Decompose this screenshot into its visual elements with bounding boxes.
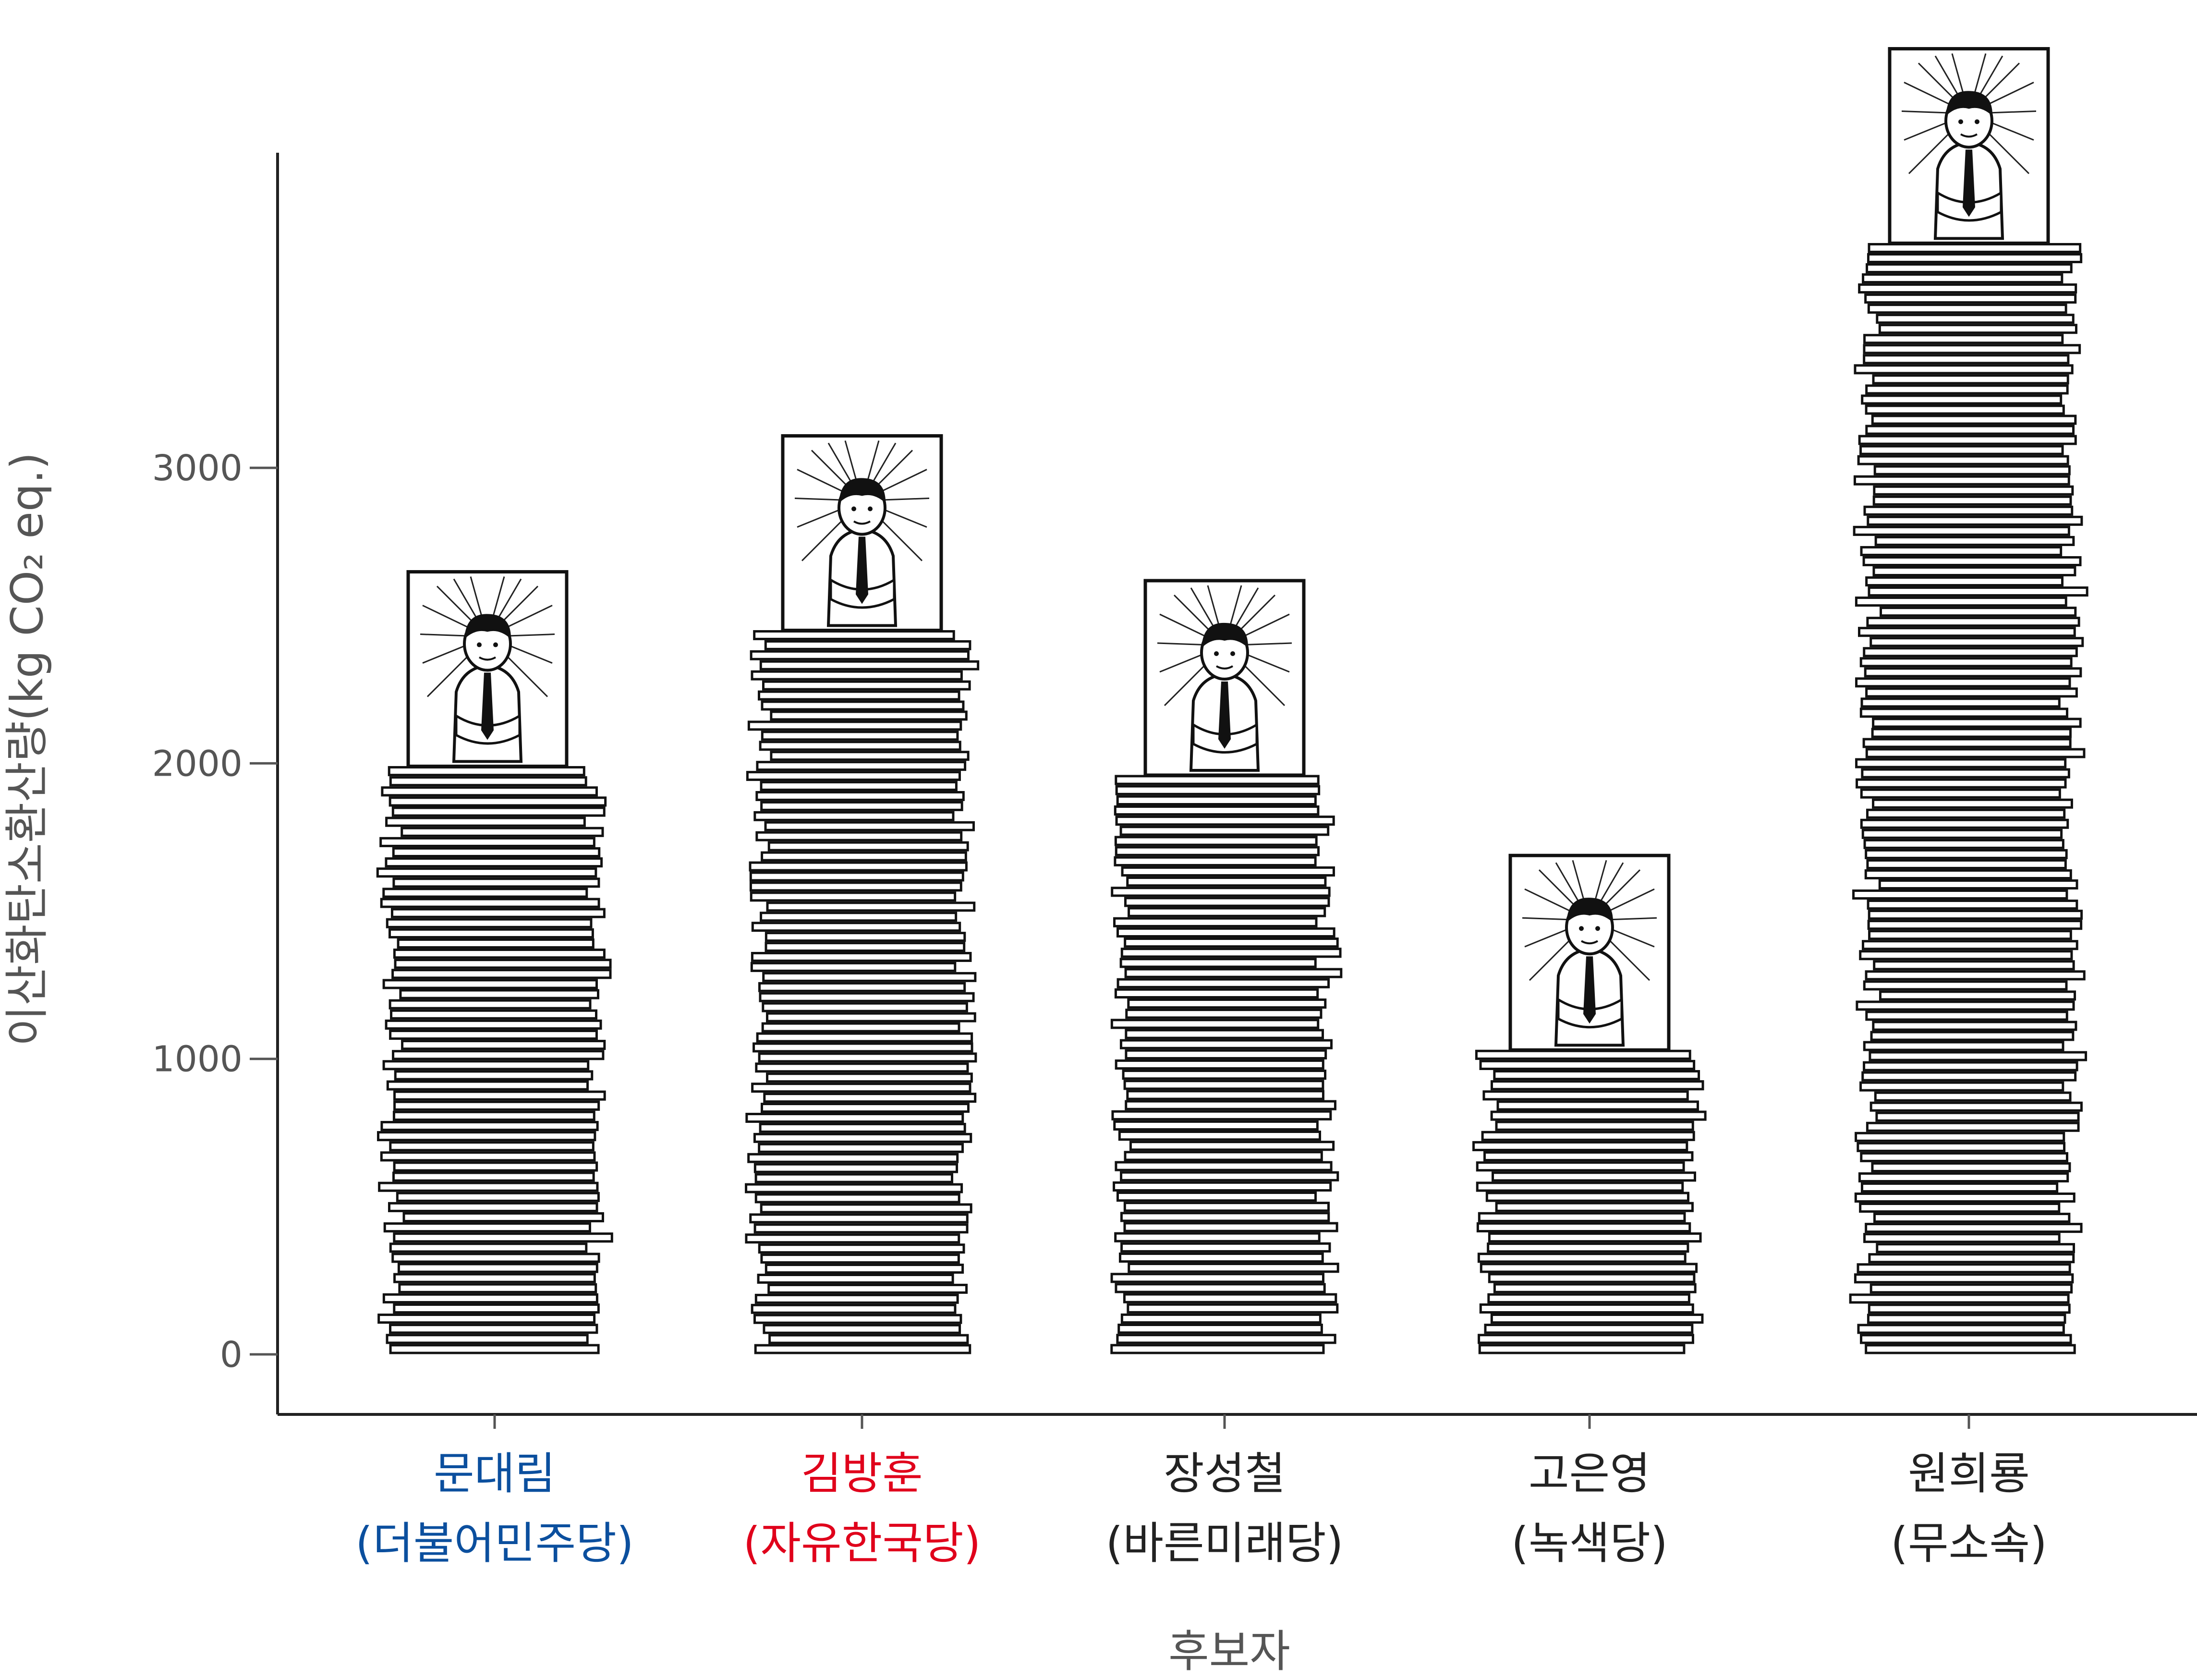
bar: [1110, 579, 1343, 1354]
y-tick-label: 2000: [152, 743, 243, 784]
category-name-label: 김방훈: [801, 1448, 923, 1499]
candidate-portrait-icon: [781, 434, 943, 633]
y-tick-label: 1000: [152, 1039, 243, 1080]
category-party-label: (무소속): [1891, 1518, 2047, 1569]
category-name-label: 문대림: [434, 1448, 556, 1499]
y-tick-label: 0: [220, 1334, 243, 1376]
x-ticks: 문대림 (더불어민주당) 김방훈 (자유한국당) 장성철 (바른미래당) 고은영 (녹색당) 원…: [355, 1414, 2047, 1569]
category-name-label: 장성철: [1164, 1448, 1286, 1499]
bars: [376, 47, 2088, 1354]
category-party-label: (녹색당): [1511, 1518, 1668, 1569]
candidate-portrait-icon: [1508, 853, 1671, 1052]
axes: [276, 153, 2197, 1416]
bar: [1849, 47, 2088, 1354]
x-axis-title: 후보자: [1168, 1626, 1290, 1677]
category-name-label: 고은영: [1529, 1448, 1651, 1499]
bar: [745, 434, 980, 1354]
y-axis-title: 이산화탄소환산량(kg CO₂ eq.): [1, 452, 53, 1047]
candidate-portrait-icon: [406, 570, 569, 768]
category-party-label: (자유한국당): [743, 1518, 981, 1569]
y-tick-label: 3000: [152, 448, 243, 489]
bar: [1472, 853, 1707, 1354]
bar: [376, 570, 613, 1354]
category-party-label: (바른미래당): [1106, 1518, 1344, 1569]
candidate-portrait-icon: [1888, 47, 2050, 245]
candidate-portrait-icon: [1143, 579, 1306, 777]
category-party-label: (더불어민주당): [355, 1518, 634, 1569]
category-name-label: 원희룡: [1908, 1448, 2030, 1499]
y-ticks: 0 1000 2000 3000: [152, 448, 278, 1376]
